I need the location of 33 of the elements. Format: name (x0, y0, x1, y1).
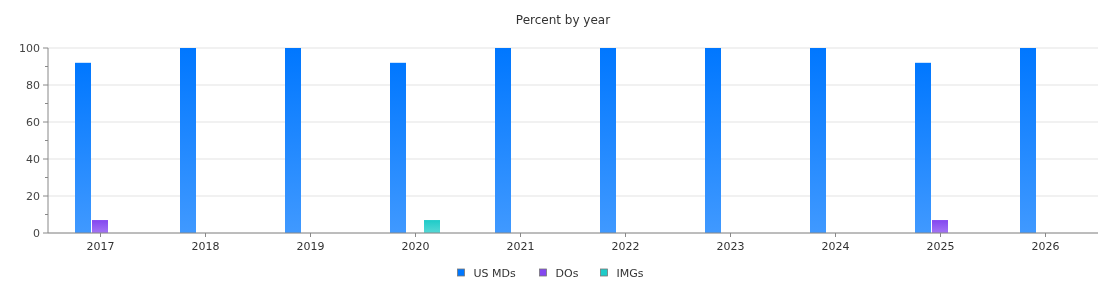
legend-label: US MDs (473, 266, 516, 280)
x-tick-label: 2017 (86, 240, 115, 253)
bar (705, 48, 721, 233)
x-tick-label: 2020 (401, 240, 430, 253)
bar (390, 62, 406, 233)
bar (285, 48, 301, 233)
x-tick-label: 2023 (716, 240, 745, 253)
chart-title: Percent by year (515, 13, 611, 27)
legend-label: DOs (555, 266, 579, 280)
y-tick-label: 100 (19, 41, 40, 55)
x-tick-label: 2018 (191, 240, 220, 253)
x-tick-label: 2021 (506, 240, 535, 253)
bar (424, 220, 440, 233)
bar (932, 220, 948, 233)
bar (915, 62, 931, 233)
bar (600, 48, 616, 233)
legend-label: IMGs (616, 266, 644, 280)
y-tick-label: 80 (26, 78, 40, 92)
y-tick-label: 20 (26, 189, 40, 203)
y-tick-label: 40 (26, 152, 40, 166)
x-tick-label: 2025 (926, 240, 955, 253)
bar (92, 220, 108, 233)
y-tick-label: 60 (26, 115, 40, 129)
x-tick-label: 2022 (611, 240, 640, 253)
x-tick-label: 2024 (821, 240, 850, 253)
bar (75, 62, 91, 233)
bar (495, 48, 511, 233)
bar (810, 48, 826, 233)
bar (1020, 48, 1036, 233)
bar (180, 48, 196, 233)
x-tick-label: 2026 (1031, 240, 1060, 253)
y-tick-label: 0 (33, 226, 40, 240)
x-tick-label: 2019 (296, 240, 325, 253)
